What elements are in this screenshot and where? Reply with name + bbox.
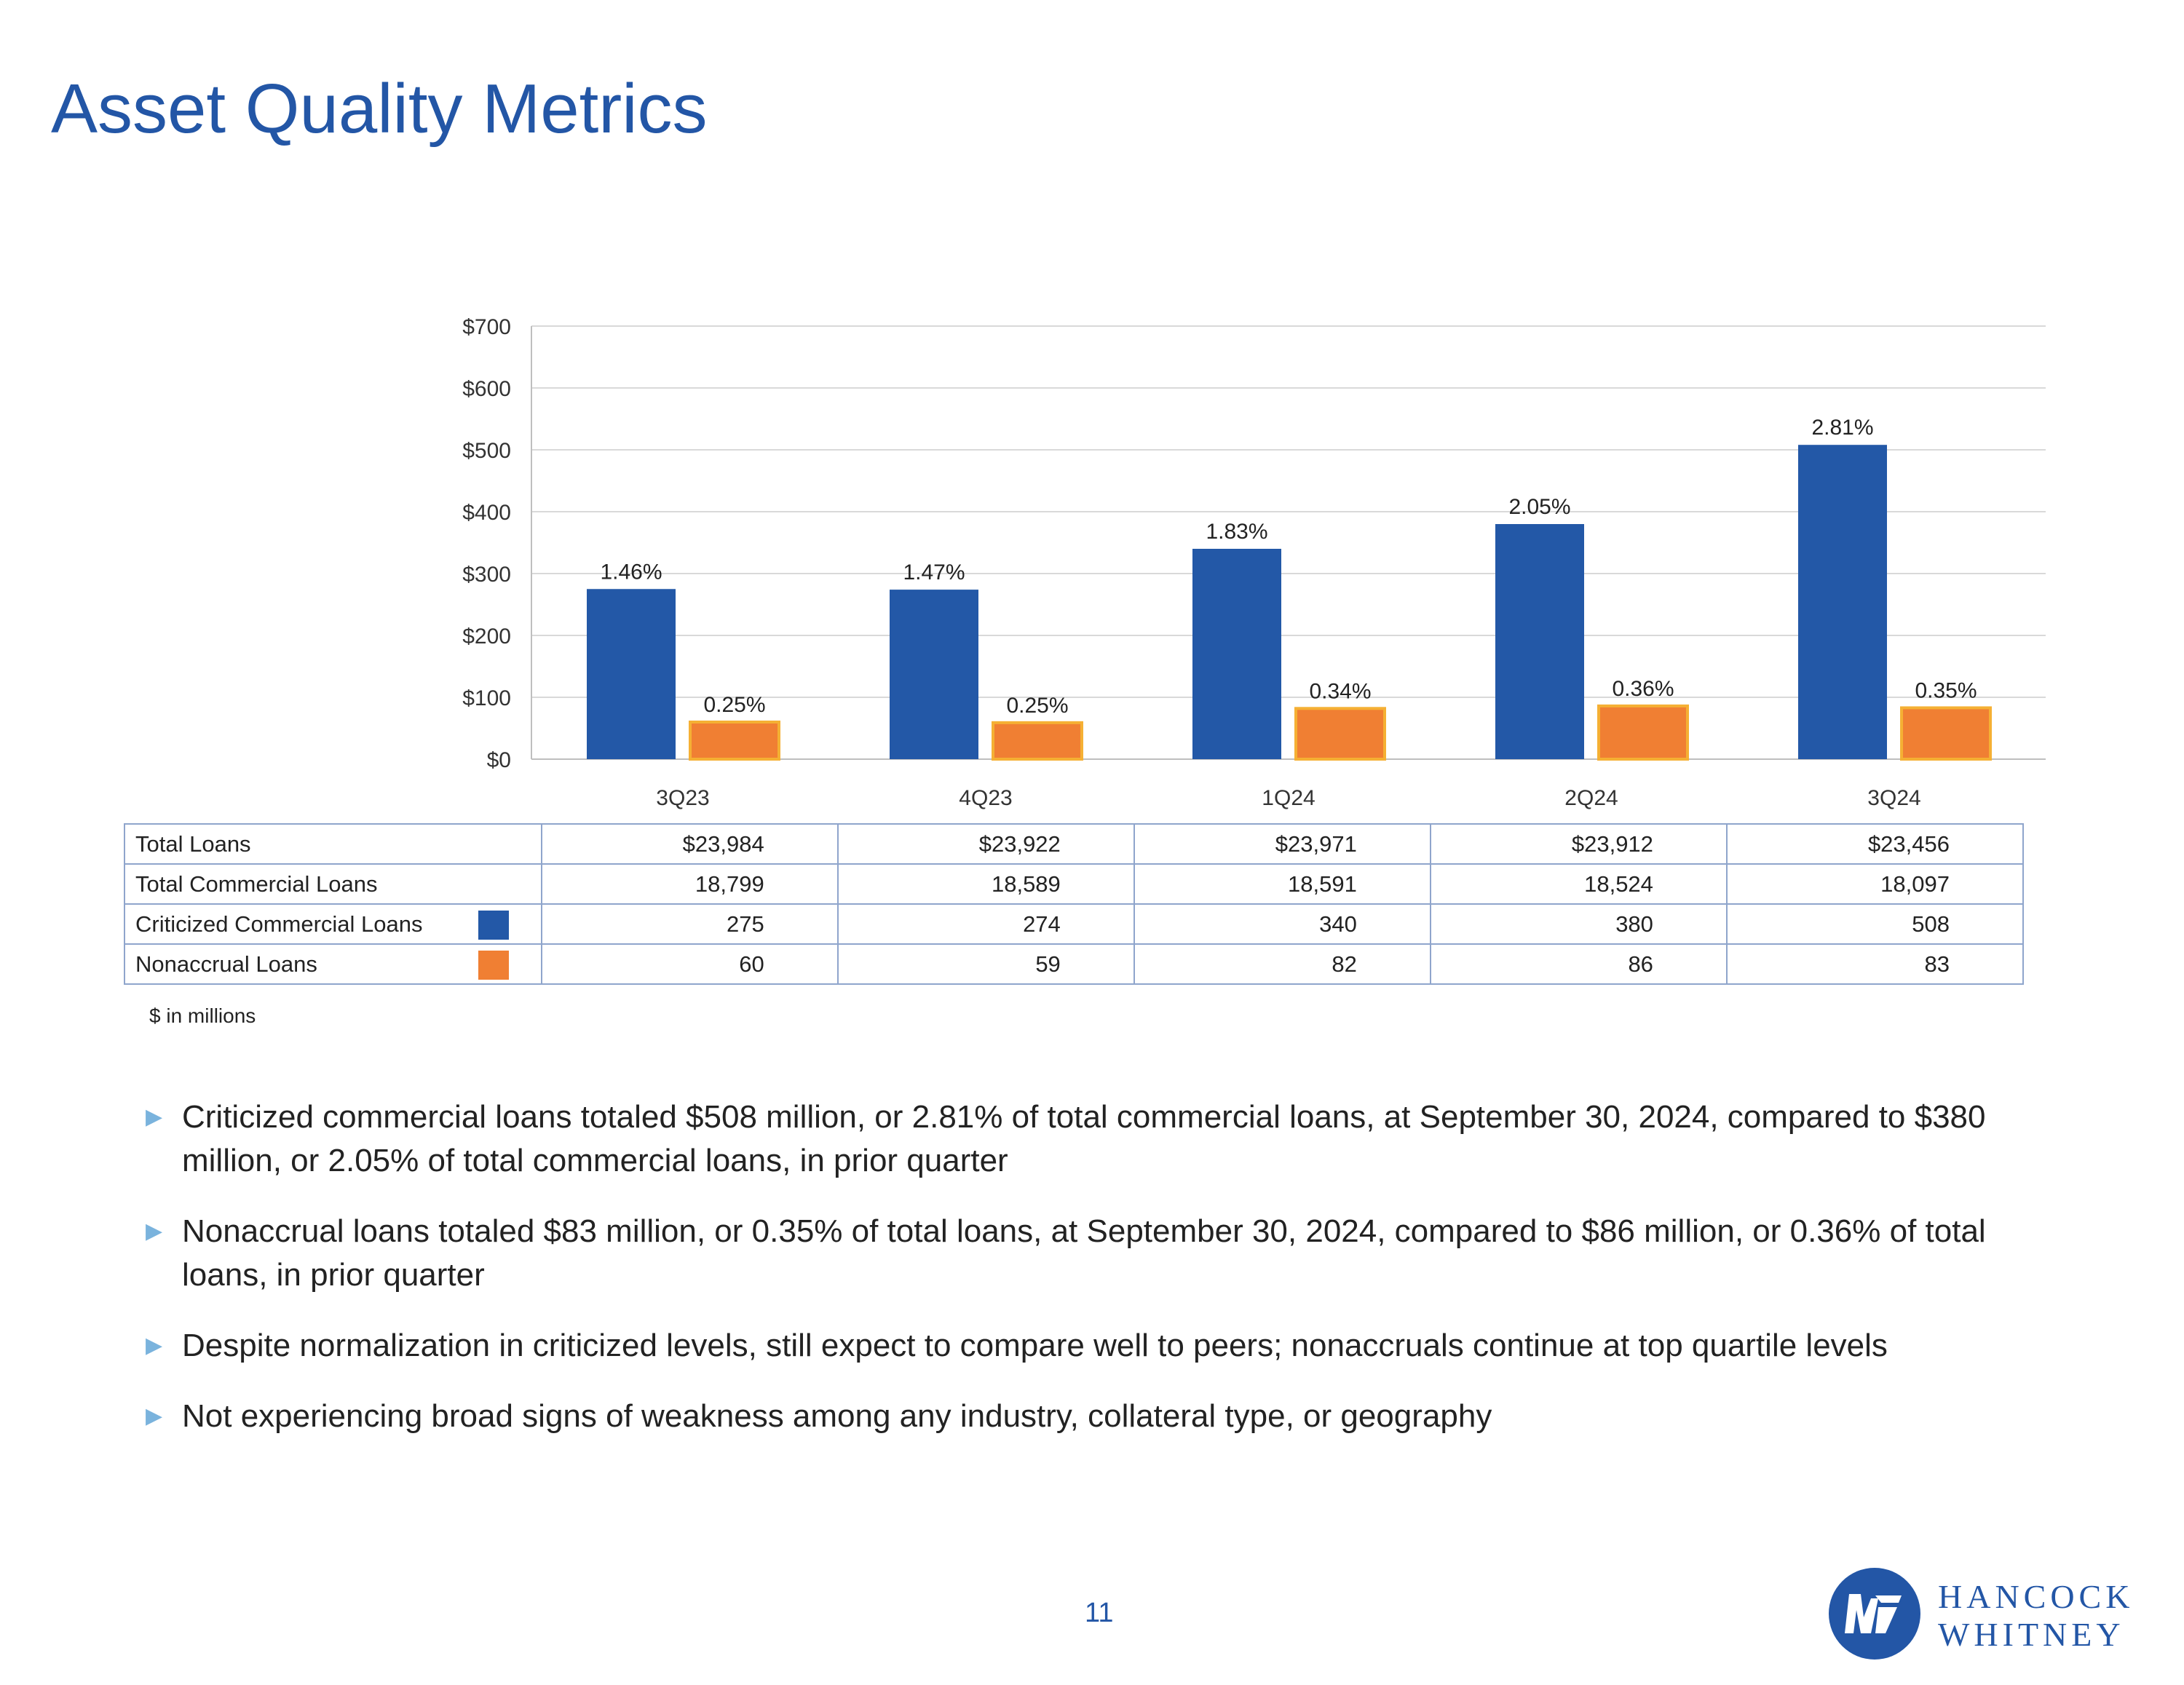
table-cell: 508 bbox=[1725, 903, 2025, 945]
bar-nonaccrual bbox=[1294, 707, 1386, 761]
bullet-item: ▶ Criticized commercial loans totaled $5… bbox=[146, 1095, 2053, 1183]
y-tick-label: $600 bbox=[462, 377, 511, 401]
table-cell: 83 bbox=[1725, 943, 2025, 985]
table-cell: $23,971 bbox=[1133, 823, 1431, 865]
bar-nonaccrual bbox=[689, 721, 780, 761]
data-label: 1.46% bbox=[600, 560, 662, 584]
triangle-right-icon: ▶ bbox=[146, 1404, 163, 1428]
row-label-cell: Nonaccrual Loans bbox=[124, 943, 542, 985]
row-label: Criticized Commercial Loans bbox=[135, 911, 423, 937]
data-label: 0.25% bbox=[1006, 694, 1068, 718]
page-number: 11 bbox=[1085, 1598, 1114, 1628]
data-label: 1.47% bbox=[903, 560, 965, 584]
bullet-item: ▶ Despite normalization in criticized le… bbox=[146, 1324, 2053, 1368]
bar-nonaccrual bbox=[992, 721, 1083, 761]
page-title: Asset Quality Metrics bbox=[51, 70, 708, 148]
row-label-cell: Criticized Commercial Loans bbox=[124, 903, 542, 945]
logo-line-1: HANCOCK bbox=[1938, 1578, 2134, 1615]
x-tick-label: 1Q24 bbox=[1262, 786, 1315, 810]
data-label: 0.36% bbox=[1612, 677, 1674, 701]
bar-criticized bbox=[1192, 549, 1281, 759]
bar-criticized bbox=[890, 590, 978, 759]
data-label: 0.35% bbox=[1915, 678, 1977, 702]
y-tick-label: $500 bbox=[462, 439, 511, 463]
triangle-right-icon: ▶ bbox=[146, 1333, 163, 1357]
bar-criticized bbox=[587, 589, 676, 759]
table-cell: 274 bbox=[836, 903, 1135, 945]
units-note: $ in millions bbox=[149, 1004, 256, 1027]
bar-chart: $0 $100 $200 $300 $400 $500 $600 $700 1.46% 0.25%… bbox=[462, 315, 2046, 810]
table-cell: 86 bbox=[1429, 943, 1728, 985]
hancock-whitney-logo-icon bbox=[1829, 1568, 1920, 1660]
table-cell: $23,984 bbox=[540, 823, 839, 865]
triangle-right-icon: ▶ bbox=[146, 1219, 163, 1243]
table-cell: 18,589 bbox=[836, 863, 1135, 905]
bar-criticized bbox=[1495, 524, 1584, 759]
table-cell: 340 bbox=[1133, 903, 1431, 945]
data-label: 1.83% bbox=[1206, 520, 1267, 544]
y-tick-label: $400 bbox=[462, 501, 511, 525]
row-label: Total Commercial Loans bbox=[124, 863, 542, 905]
table-row: Criticized Commercial Loans 275 274 340 … bbox=[124, 903, 2025, 945]
table-cell: 59 bbox=[836, 943, 1135, 985]
data-label: 2.81% bbox=[1811, 416, 1873, 440]
x-tick-label: 2Q24 bbox=[1564, 786, 1618, 810]
bullet-text: Despite normalization in criticized leve… bbox=[182, 1328, 1888, 1363]
data-table: Total Loans $23,984 $23,922 $23,971 $23,… bbox=[124, 823, 2025, 985]
logo-text: HANCOCK WHITNEY bbox=[1938, 1578, 2134, 1654]
x-tick-label: 4Q23 bbox=[959, 786, 1012, 810]
data-label: 2.05% bbox=[1508, 495, 1570, 519]
bar-criticized bbox=[1798, 445, 1887, 759]
triangle-right-icon: ▶ bbox=[146, 1105, 163, 1129]
y-tick-label: $100 bbox=[462, 686, 511, 710]
data-label: 0.34% bbox=[1309, 679, 1371, 703]
table-cell: 275 bbox=[540, 903, 839, 945]
bullet-item: ▶ Not experiencing broad signs of weakne… bbox=[146, 1395, 2053, 1438]
table-cell: 18,591 bbox=[1133, 863, 1431, 905]
bullet-text: Not experiencing broad signs of weakness… bbox=[182, 1398, 1492, 1434]
bar-nonaccrual bbox=[1900, 706, 1992, 761]
bullet-item: ▶ Nonaccrual loans totaled $83 million, … bbox=[146, 1210, 2053, 1297]
table-row: Total Commercial Loans 18,799 18,589 18,… bbox=[124, 863, 2025, 905]
y-tick-label: $200 bbox=[462, 625, 511, 649]
bar-nonaccrual bbox=[1597, 704, 1689, 761]
table-row: Nonaccrual Loans 60 59 82 86 83 bbox=[124, 943, 2025, 985]
table-cell: 82 bbox=[1133, 943, 1431, 985]
legend-swatch-nonaccrual bbox=[478, 951, 509, 980]
row-label: Nonaccrual Loans bbox=[135, 951, 317, 977]
data-label: 0.25% bbox=[703, 693, 765, 717]
row-label: Total Loans bbox=[124, 823, 542, 865]
bullet-list: ▶ Criticized commercial loans totaled $5… bbox=[146, 1095, 2053, 1465]
y-tick-label: $0 bbox=[487, 748, 511, 772]
logo-line-2: WHITNEY bbox=[1938, 1616, 2125, 1653]
table-cell: 60 bbox=[540, 943, 839, 985]
table-cell: 18,524 bbox=[1429, 863, 1728, 905]
x-tick-label: 3Q23 bbox=[656, 786, 709, 810]
table-cell: 380 bbox=[1429, 903, 1728, 945]
legend-swatch-criticized bbox=[478, 911, 509, 940]
table-cell: 18,799 bbox=[540, 863, 839, 905]
table-row: Total Loans $23,984 $23,922 $23,971 $23,… bbox=[124, 823, 2025, 865]
table-cell: 18,097 bbox=[1725, 863, 2025, 905]
table-cell: $23,912 bbox=[1429, 823, 1728, 865]
bullet-text: Criticized commercial loans totaled $508… bbox=[182, 1099, 1986, 1178]
table-cell: $23,456 bbox=[1725, 823, 2025, 865]
x-tick-label: 3Q24 bbox=[1867, 786, 1920, 810]
bullet-text: Nonaccrual loans totaled $83 million, or… bbox=[182, 1213, 1986, 1293]
y-tick-label: $700 bbox=[462, 315, 511, 339]
table-cell: $23,922 bbox=[836, 823, 1135, 865]
y-tick-label: $300 bbox=[462, 563, 511, 587]
